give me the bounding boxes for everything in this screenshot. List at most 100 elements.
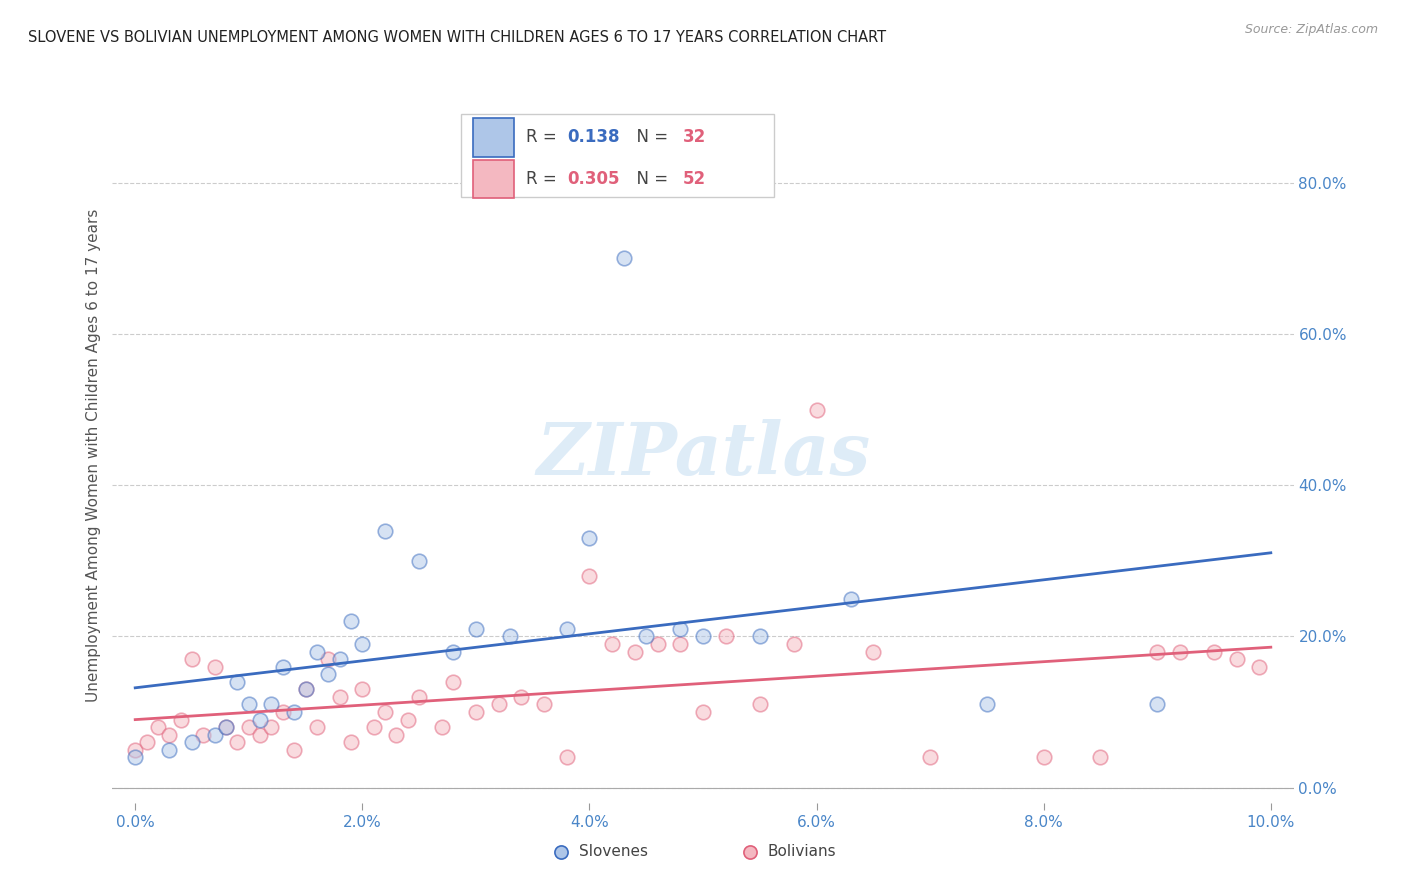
- Point: [1226, 652, 1249, 666]
- Point: [441, 674, 464, 689]
- Point: [1146, 644, 1168, 658]
- Point: [578, 569, 600, 583]
- Point: [215, 720, 238, 734]
- Point: [408, 690, 430, 704]
- Point: [396, 713, 419, 727]
- Point: [283, 743, 305, 757]
- Text: N =: N =: [626, 128, 673, 146]
- Point: [976, 698, 998, 712]
- Point: [1202, 644, 1225, 658]
- Point: [157, 743, 180, 757]
- Point: [124, 743, 146, 757]
- Point: [305, 644, 328, 658]
- Point: [260, 720, 283, 734]
- Text: Bolivians: Bolivians: [768, 844, 837, 859]
- Point: [920, 750, 942, 764]
- Text: N =: N =: [626, 170, 673, 188]
- Point: [1168, 644, 1191, 658]
- Point: [193, 728, 215, 742]
- Point: [316, 667, 339, 681]
- Point: [783, 637, 806, 651]
- Point: [305, 720, 328, 734]
- Point: [340, 735, 363, 749]
- Point: [555, 750, 578, 764]
- Point: [1090, 750, 1112, 764]
- Point: [441, 644, 464, 658]
- Point: [862, 644, 884, 658]
- Text: R =: R =: [526, 128, 562, 146]
- Point: [669, 622, 692, 636]
- Point: [578, 531, 600, 545]
- Point: [352, 637, 374, 651]
- Point: [748, 698, 770, 712]
- Point: [316, 652, 339, 666]
- Point: [294, 682, 316, 697]
- Point: [499, 629, 522, 643]
- Point: [157, 728, 180, 742]
- Point: [669, 637, 692, 651]
- Point: [1249, 659, 1271, 673]
- Point: [624, 644, 647, 658]
- FancyBboxPatch shape: [461, 114, 773, 197]
- Point: [169, 713, 191, 727]
- Point: [181, 735, 204, 749]
- Text: 0.138: 0.138: [567, 128, 620, 146]
- Point: [294, 682, 316, 697]
- Point: [340, 615, 363, 629]
- Point: [249, 728, 271, 742]
- Text: SLOVENE VS BOLIVIAN UNEMPLOYMENT AMONG WOMEN WITH CHILDREN AGES 6 TO 17 YEARS CO: SLOVENE VS BOLIVIAN UNEMPLOYMENT AMONG W…: [28, 29, 886, 45]
- Text: 0.305: 0.305: [567, 170, 620, 188]
- Point: [839, 591, 862, 606]
- Point: [124, 750, 146, 764]
- Text: Source: ZipAtlas.com: Source: ZipAtlas.com: [1244, 22, 1378, 36]
- Text: 32: 32: [683, 128, 706, 146]
- Point: [488, 698, 510, 712]
- FancyBboxPatch shape: [472, 119, 515, 156]
- Point: [329, 690, 352, 704]
- Point: [374, 524, 396, 538]
- Point: [283, 705, 305, 719]
- Point: [363, 720, 385, 734]
- Point: [146, 720, 169, 734]
- Point: [636, 629, 658, 643]
- Point: [806, 402, 828, 417]
- Text: R =: R =: [526, 170, 562, 188]
- Point: [329, 652, 352, 666]
- Point: [600, 637, 623, 651]
- Point: [238, 720, 260, 734]
- Text: ZIPatlas: ZIPatlas: [536, 419, 870, 491]
- Point: [226, 735, 249, 749]
- Point: [271, 659, 294, 673]
- Point: [464, 622, 486, 636]
- Point: [204, 659, 226, 673]
- Point: [748, 629, 770, 643]
- Point: [204, 728, 226, 742]
- Point: [612, 252, 634, 266]
- Point: [692, 629, 714, 643]
- Point: [260, 698, 283, 712]
- Point: [226, 674, 249, 689]
- Point: [238, 698, 260, 712]
- Point: [215, 720, 238, 734]
- Point: [510, 690, 533, 704]
- Point: [249, 713, 271, 727]
- Point: [714, 629, 737, 643]
- Point: [464, 705, 486, 719]
- Point: [647, 637, 669, 651]
- FancyBboxPatch shape: [472, 160, 515, 198]
- Point: [692, 705, 714, 719]
- Point: [374, 705, 396, 719]
- Point: [533, 698, 555, 712]
- Point: [385, 728, 408, 742]
- Point: [1146, 698, 1168, 712]
- Point: [271, 705, 294, 719]
- Point: [408, 554, 430, 568]
- Point: [555, 622, 578, 636]
- Text: 52: 52: [683, 170, 706, 188]
- Point: [1032, 750, 1054, 764]
- Y-axis label: Unemployment Among Women with Children Ages 6 to 17 years: Unemployment Among Women with Children A…: [86, 208, 101, 702]
- Point: [352, 682, 374, 697]
- Point: [430, 720, 453, 734]
- Point: [181, 652, 204, 666]
- Point: [135, 735, 157, 749]
